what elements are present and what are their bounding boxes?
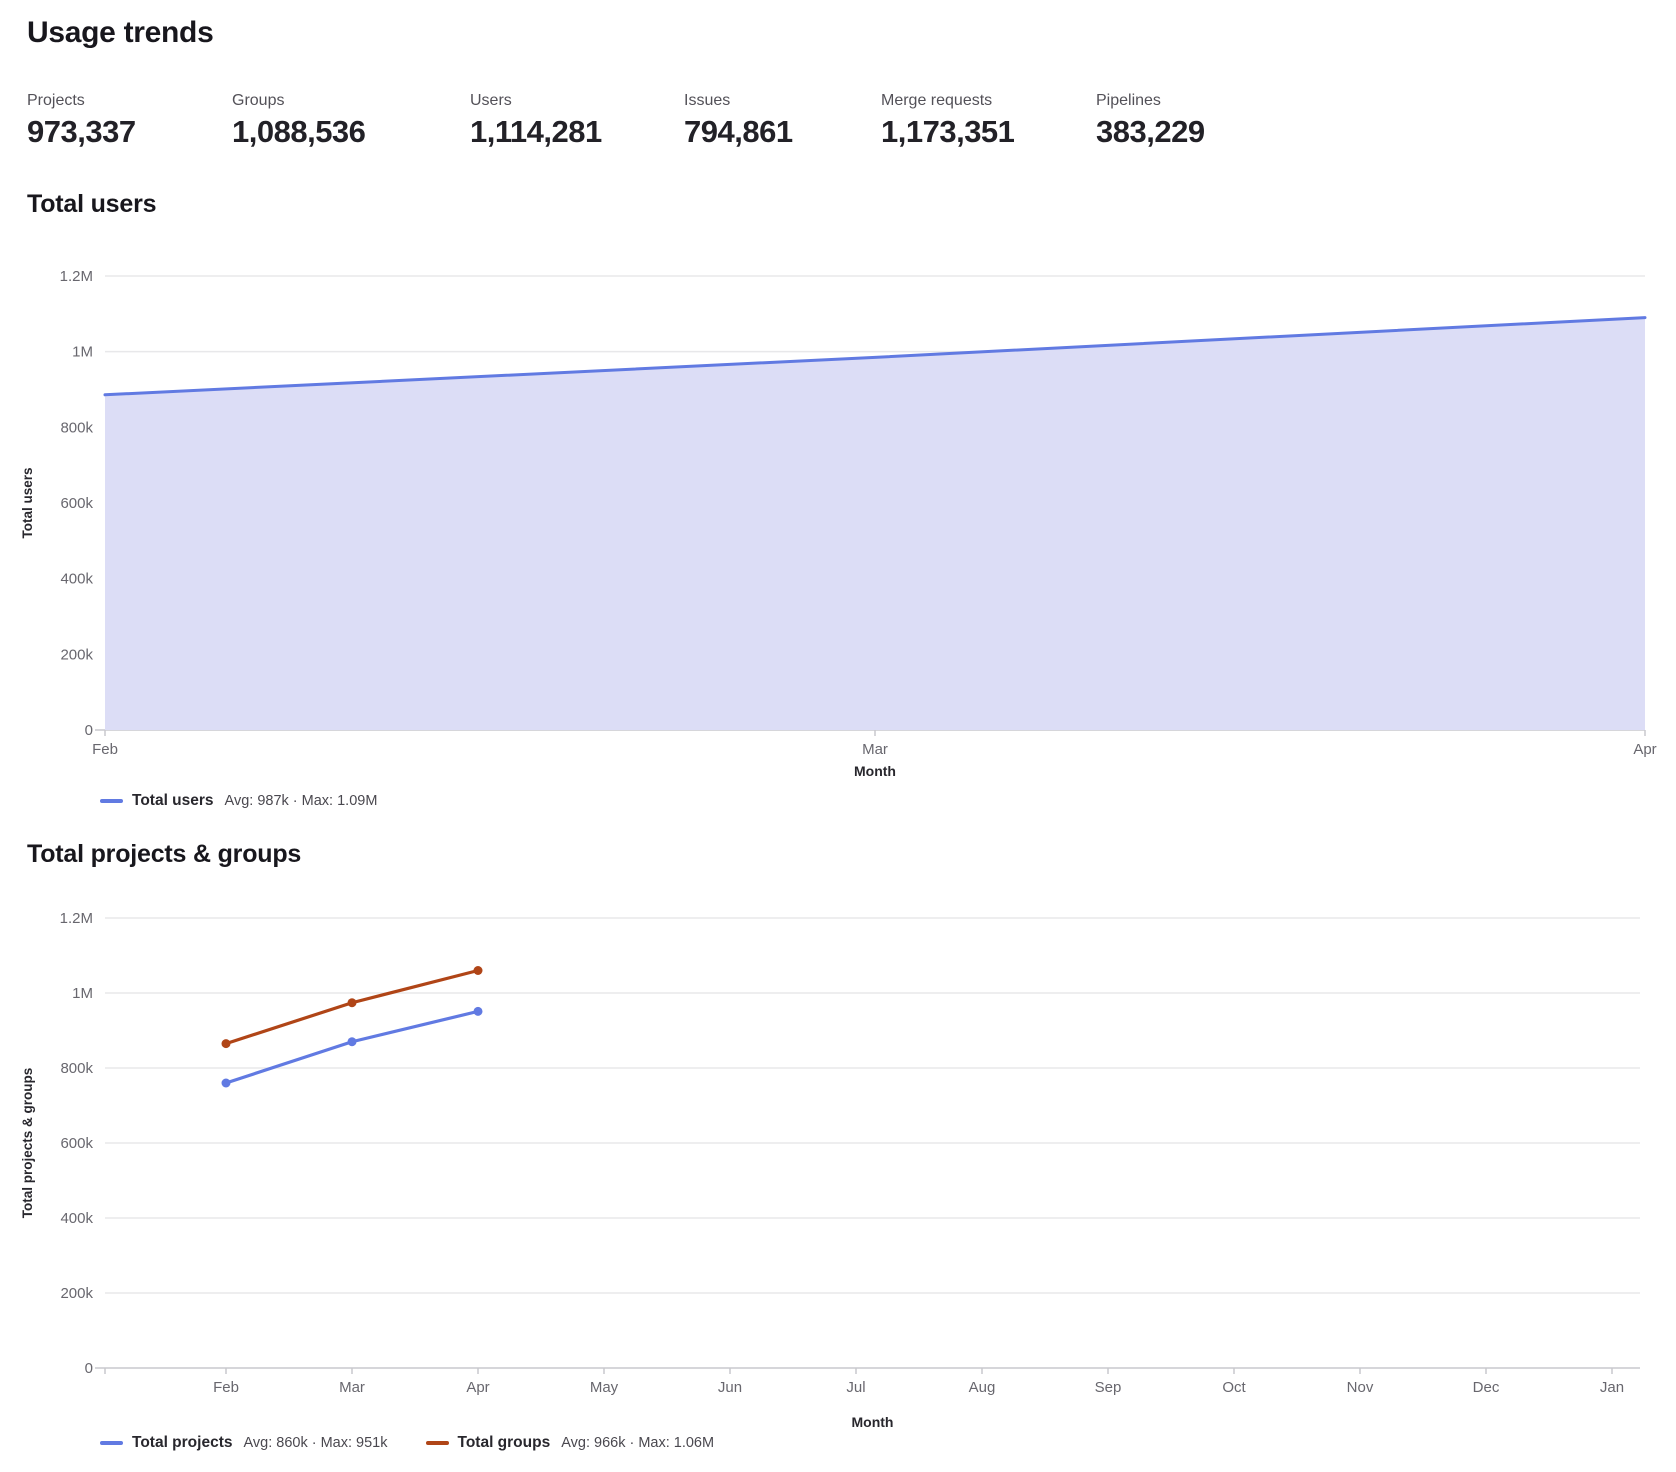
stat-users-value: 1,114,281 bbox=[470, 114, 602, 149]
stat-pipelines-label: Pipelines bbox=[1096, 92, 1161, 109]
svg-text:Mar: Mar bbox=[862, 741, 888, 758]
svg-text:May: May bbox=[590, 1379, 619, 1396]
legend-series-name: Total users bbox=[132, 792, 214, 809]
stat-merge-requests: Merge requests 1,173,351 bbox=[881, 90, 1096, 152]
svg-text:Month: Month bbox=[852, 1414, 894, 1430]
svg-text:Month: Month bbox=[854, 763, 896, 779]
stat-projects-label: Projects bbox=[27, 92, 85, 109]
svg-text:Feb: Feb bbox=[213, 1379, 239, 1396]
svg-text:Total projects & groups: Total projects & groups bbox=[20, 1068, 35, 1219]
svg-text:Aug: Aug bbox=[969, 1379, 996, 1396]
svg-text:1M: 1M bbox=[72, 344, 93, 361]
legend-series-name: Total groups bbox=[457, 1434, 551, 1451]
stat-merge-requests-value: 1,173,351 bbox=[881, 114, 1015, 149]
svg-text:Total users: Total users bbox=[20, 467, 35, 538]
stat-pipelines-value: 383,229 bbox=[1096, 114, 1205, 149]
svg-text:200k: 200k bbox=[60, 646, 93, 663]
svg-text:400k: 400k bbox=[60, 1210, 93, 1227]
svg-text:Feb: Feb bbox=[92, 741, 118, 758]
total-users-chart[interactable]: 0 200k 400k 600k 800k 1M 1.2M Feb Mar Apr Month Tot… bbox=[0, 240, 1676, 790]
svg-text:800k: 800k bbox=[60, 1060, 93, 1077]
legend-series-name: Total projects bbox=[132, 1434, 233, 1451]
total-projects-series-swatch bbox=[100, 1441, 123, 1445]
svg-text:1.2M: 1.2M bbox=[60, 910, 93, 927]
svg-text:Jun: Jun bbox=[718, 1379, 742, 1396]
svg-text:600k: 600k bbox=[60, 1135, 93, 1152]
legend-series-stats: Avg: 987k · Max: 1.09M bbox=[224, 793, 378, 809]
svg-text:Jul: Jul bbox=[846, 1379, 865, 1396]
stat-pipelines: Pipelines 383,229 bbox=[1096, 90, 1296, 152]
usage-counts-row: Projects 973,337 Groups 1,088,536 Users … bbox=[27, 90, 1296, 152]
legend-series-stats: Avg: 860k · Max: 951k bbox=[243, 1435, 388, 1451]
svg-text:Apr: Apr bbox=[1633, 741, 1656, 758]
svg-text:0: 0 bbox=[85, 722, 93, 739]
total-users-heading: Total users bbox=[27, 190, 157, 218]
stat-issues: Issues 794,861 bbox=[684, 90, 881, 152]
svg-text:Apr: Apr bbox=[466, 1379, 489, 1396]
svg-text:400k: 400k bbox=[60, 571, 93, 588]
page-title: Usage trends bbox=[27, 16, 214, 49]
svg-text:Sep: Sep bbox=[1095, 1379, 1122, 1396]
stat-issues-value: 794,861 bbox=[684, 114, 793, 149]
total-users-series-swatch bbox=[100, 799, 123, 803]
stat-projects: Projects 973,337 bbox=[27, 90, 232, 152]
svg-text:Mar: Mar bbox=[339, 1379, 365, 1396]
svg-text:Dec: Dec bbox=[1473, 1379, 1500, 1396]
stat-groups-value: 1,088,536 bbox=[232, 114, 366, 149]
svg-text:1.2M: 1.2M bbox=[60, 268, 93, 285]
svg-text:800k: 800k bbox=[60, 419, 93, 436]
legend-item-total-projects[interactable]: Total projects Avg: 860k · Max: 951k bbox=[100, 1434, 388, 1452]
svg-text:200k: 200k bbox=[60, 1285, 93, 1302]
svg-text:Nov: Nov bbox=[1347, 1379, 1374, 1396]
stat-users-label: Users bbox=[470, 92, 512, 109]
stat-groups: Groups 1,088,536 bbox=[232, 90, 470, 152]
stat-projects-value: 973,337 bbox=[27, 114, 136, 149]
svg-text:1M: 1M bbox=[72, 985, 93, 1002]
stat-users: Users 1,114,281 bbox=[470, 90, 684, 152]
total-projects-groups-legend: Total projects Avg: 860k · Max: 951k Tot… bbox=[100, 1434, 714, 1452]
stat-issues-label: Issues bbox=[684, 92, 731, 109]
stat-groups-label: Groups bbox=[232, 92, 285, 109]
total-projects-groups-heading: Total projects & groups bbox=[27, 840, 302, 868]
total-groups-series-swatch bbox=[425, 1441, 449, 1445]
total-users-legend: Total users Avg: 987k · Max: 1.09M bbox=[100, 792, 377, 810]
legend-series-stats: Avg: 966k · Max: 1.06M bbox=[561, 1435, 715, 1451]
legend-item-total-groups[interactable]: Total groups Avg: 966k · Max: 1.06M bbox=[425, 1434, 715, 1452]
svg-text:Oct: Oct bbox=[1222, 1379, 1246, 1396]
total-projects-groups-chart[interactable]: 0 200k 400k 600k 800k 1M 1.2M Feb Mar Apr May Jun Ju… bbox=[0, 880, 1676, 1432]
svg-text:0: 0 bbox=[85, 1360, 93, 1377]
svg-text:Jan: Jan bbox=[1600, 1379, 1624, 1396]
legend-item-total-users[interactable]: Total users Avg: 987k · Max: 1.09M bbox=[100, 792, 377, 810]
stat-merge-requests-label: Merge requests bbox=[881, 92, 993, 109]
svg-text:600k: 600k bbox=[60, 495, 93, 512]
